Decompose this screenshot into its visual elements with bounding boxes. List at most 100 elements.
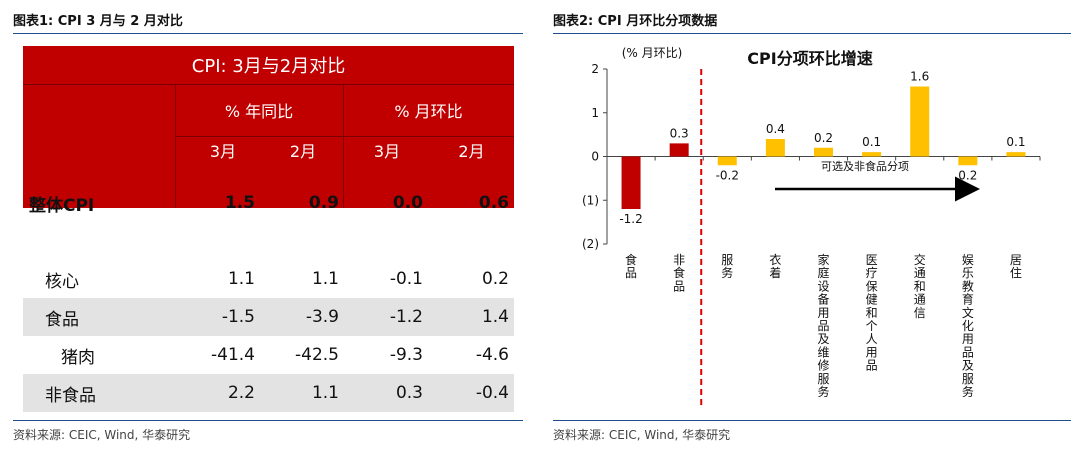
category-label: 庭 (817, 265, 829, 280)
left-source-note: 资料来源: CEIC, Wind, 华泰研究 (13, 428, 191, 442)
left-bottom-rule (13, 420, 523, 421)
category-label: 备 (817, 293, 829, 307)
cell-yoy-mar: -41.4 (211, 345, 255, 365)
cell-mom-feb: 0.6 (478, 193, 509, 213)
cell-mom-mar: 0.3 (395, 383, 423, 403)
data-label: 0.1 (1006, 135, 1025, 149)
left-title-rule (13, 33, 523, 34)
y-tick-label: 0 (591, 150, 599, 164)
data-label: 0.3 (670, 126, 689, 140)
category-label: 医 (866, 253, 878, 267)
data-label: -0.2 (716, 168, 739, 182)
cell-yoy-feb: -42.5 (295, 345, 339, 365)
category-label: 家 (817, 252, 829, 267)
category-label: 人 (866, 332, 878, 346)
group-header-mom: % 月环比 (394, 102, 463, 121)
header-divider (23, 84, 514, 85)
cell-mom-feb: -0.4 (475, 383, 509, 403)
category-label: 用 (866, 345, 878, 359)
category-label: 务 (962, 384, 974, 399)
category-label: 品 (866, 359, 878, 373)
category-label: 务 (721, 265, 733, 280)
cell-yoy-mar: 2.2 (227, 383, 255, 403)
bar (958, 156, 978, 166)
row-label: 非食品 (45, 385, 96, 406)
cell-yoy-mar: -1.5 (221, 307, 255, 327)
row-label: 食品 (45, 309, 79, 330)
category-label: 健 (866, 293, 878, 307)
left-panel-title: 图表1: CPI 3 月与 2 月对比 (13, 14, 183, 29)
data-label: 0.4 (766, 122, 785, 136)
table-row: 食品 -1.5 -3.9 -1.2 1.4 (23, 298, 514, 336)
sub-header-mom-mar: 3月 (373, 142, 401, 161)
category-label: 和 (914, 279, 926, 293)
category-label: 品 (962, 345, 974, 359)
bar (621, 156, 641, 209)
table-row: 核心 1.1 1.1 -0.1 0.2 (23, 260, 514, 298)
category-label: 修 (817, 358, 829, 373)
category-label: 化 (962, 319, 974, 333)
bar (814, 147, 833, 157)
bar (1006, 152, 1026, 157)
category-label: 品 (817, 319, 829, 333)
table-title: CPI: 3月与2月对比 (23, 46, 514, 84)
category-label: 育 (962, 292, 974, 307)
category-label: 务 (817, 384, 829, 399)
category-label: 服 (817, 372, 829, 386)
category-label: 用 (962, 332, 974, 346)
sub-header-yoy-feb: 2月 (289, 142, 317, 161)
right-source-note: 资料来源: CEIC, Wind, 华泰研究 (553, 428, 731, 442)
category-label: 非 (673, 253, 685, 267)
bar (717, 156, 737, 166)
table-row: 非食品 2.2 1.1 0.3 -0.4 (23, 374, 514, 412)
category-label: 信 (914, 306, 926, 320)
category-label: 通 (914, 293, 926, 307)
right-title-rule (553, 33, 1071, 34)
category-label: 和 (866, 306, 878, 320)
category-label: 通 (914, 266, 926, 280)
sub-header-mom-feb: 2月 (458, 142, 485, 161)
table-row: 整体CPI 1.5 0.9 0.0 0.6 (23, 184, 514, 222)
group-header-yoy: % 年同比 (224, 102, 294, 121)
cell-yoy-feb: -3.9 (305, 307, 339, 327)
y-tick-label: (2) (582, 237, 599, 251)
row-label: 核心 (45, 271, 79, 292)
bar (910, 86, 930, 157)
cpi-comparison-table: CPI: 3月与2月对比 % 年同比 % 月环比 3月 2月 3月 2月 整体C… (23, 46, 514, 412)
category-label: 品 (673, 279, 685, 293)
cell-mom-mar: -9.3 (389, 345, 423, 365)
cell-mom-feb: -4.6 (475, 345, 509, 365)
category-label: 服 (962, 372, 974, 386)
table-header (23, 84, 514, 208)
category-label: 衣 (769, 252, 781, 267)
category-label: 服 (721, 253, 733, 267)
y-axis-label: (% 月环比) (622, 46, 683, 60)
data-label: 0.1 (862, 135, 881, 149)
header-vline-1 (175, 84, 176, 208)
category-label: 交 (914, 252, 926, 267)
row-label: 整体CPI (29, 195, 95, 216)
cell-yoy-feb: 1.1 (311, 269, 339, 289)
data-label: -1.2 (619, 212, 642, 226)
category-label: 乐 (962, 266, 974, 280)
header-vline-2 (343, 84, 344, 208)
sub-header-yoy-mar: 3月 (209, 142, 237, 161)
category-label: 个 (866, 319, 878, 333)
data-label: 0.2 (814, 131, 833, 145)
cpi-mom-bar-chart: CPI分项环比增速 (% 月环比) 2 1 0 (1) (2) -1.2 0.3 -0.2 0… (582, 46, 1041, 408)
category-label: 及 (817, 332, 829, 346)
data-label: 0.2 (958, 168, 977, 182)
row-label: 猪肉 (61, 347, 95, 368)
chart-title: CPI分项环比增速 (747, 49, 872, 68)
category-label: 食 (673, 265, 685, 280)
table-row: 猪肉 -41.4 -42.5 -9.3 -4.6 (23, 336, 514, 374)
category-label: 品 (625, 266, 637, 280)
y-tick-label: (1) (582, 193, 599, 207)
subheader-divider (175, 136, 514, 137)
cell-yoy-mar: 1.5 (224, 193, 255, 213)
bar (862, 152, 882, 157)
cell-mom-feb: 0.2 (481, 269, 509, 289)
right-bottom-rule (553, 420, 1071, 421)
y-tick-label: 1 (591, 106, 599, 120)
bar (669, 143, 689, 157)
